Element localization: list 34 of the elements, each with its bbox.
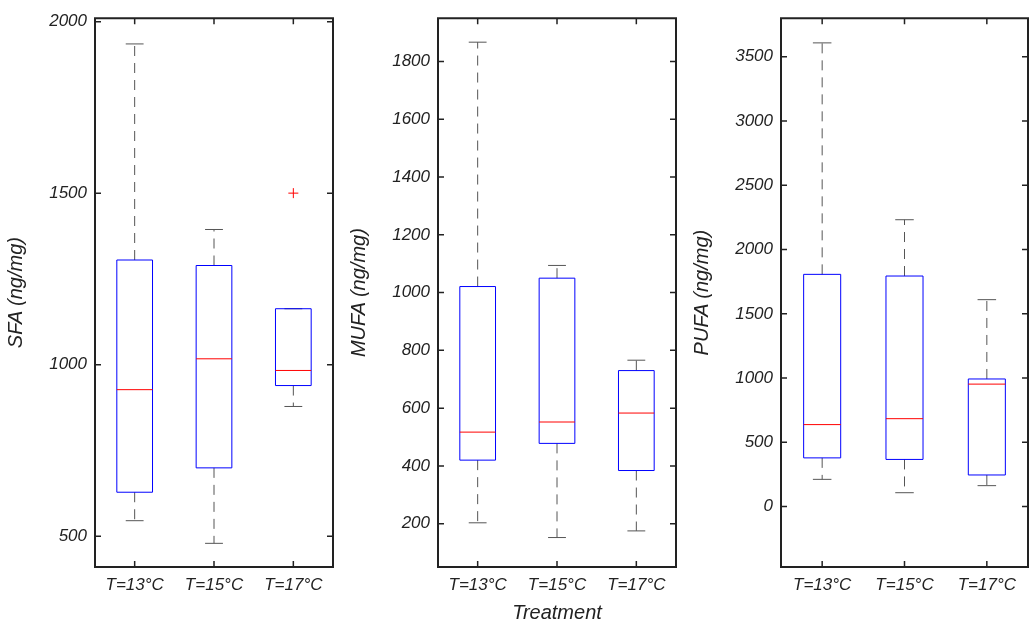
y-tick-label: 1600 — [392, 109, 431, 129]
x-tick-label: T=17°C — [264, 574, 324, 594]
y-tick-label: 2000 — [48, 11, 88, 31]
y-tick-label: 2500 — [734, 175, 774, 195]
y-tick-label: 1500 — [735, 303, 774, 323]
y-tick-label: 500 — [58, 525, 88, 545]
y-tick-label: 1000 — [49, 354, 88, 374]
x-axis-title: Treatment — [512, 600, 604, 623]
y-tick-label: 200 — [400, 513, 431, 533]
x-tick-label: T=15°C — [875, 574, 935, 594]
x-tick-label: T=15°C — [527, 574, 587, 594]
y-axis-title: SFA (ng/mg) — [3, 237, 26, 349]
y-axis-title: MUFA (ng/mg) — [346, 228, 369, 358]
x-tick-label: T=15°C — [184, 574, 244, 594]
x-tick-label: T=13°C — [105, 574, 165, 594]
y-axis-title: PUFA (ng/mg) — [689, 229, 712, 356]
y-tick-label: 0 — [763, 496, 774, 516]
y-tick-label: 1000 — [735, 367, 774, 387]
y-tick-label: 1200 — [392, 224, 431, 244]
y-tick-label: 1500 — [49, 182, 88, 202]
y-tick-label: 1400 — [392, 166, 431, 186]
y-tick-label: 500 — [744, 432, 774, 452]
y-tick-label: 400 — [401, 455, 431, 475]
y-tick-label: 2000 — [734, 239, 774, 259]
x-tick-label: T=17°C — [957, 574, 1017, 594]
x-tick-label: T=13°C — [448, 574, 508, 594]
y-tick-label: 3500 — [735, 46, 774, 66]
y-tick-label: 800 — [401, 340, 431, 360]
y-tick-label: 3000 — [735, 110, 774, 130]
y-tick-label: 600 — [401, 397, 431, 417]
x-tick-label: T=13°C — [793, 574, 853, 594]
y-tick-label: 1800 — [392, 51, 431, 71]
x-tick-label: T=17°C — [607, 574, 667, 594]
y-tick-label: 1000 — [392, 282, 431, 302]
